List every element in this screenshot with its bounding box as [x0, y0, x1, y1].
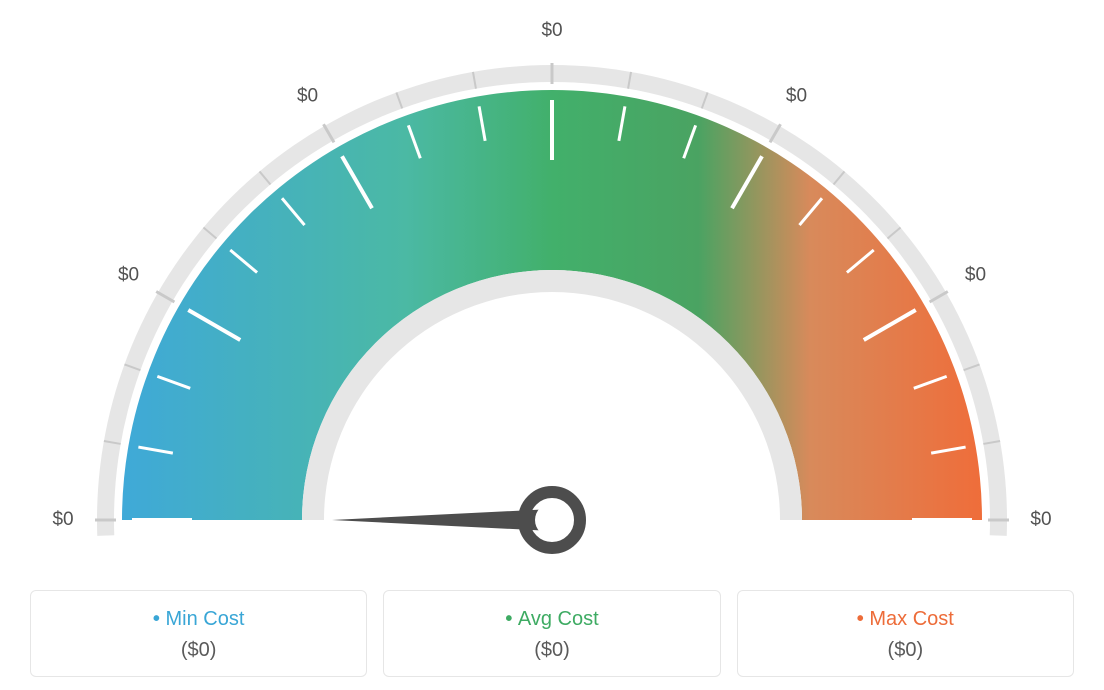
tick-label: $0	[52, 509, 73, 530]
legend-value: ($0)	[31, 639, 366, 662]
tick-label: $0	[965, 265, 986, 286]
legend-label: Max Cost	[738, 603, 1073, 635]
tick-label: $0	[786, 86, 807, 107]
tick-label: $0	[541, 20, 562, 41]
tick-label: $0	[297, 86, 318, 107]
legend-card: Max Cost ($0)	[737, 590, 1074, 677]
legend-label: Avg Cost	[384, 603, 719, 635]
legend-row: Min Cost ($0) Avg Cost ($0) Max Cost ($0)	[0, 590, 1104, 687]
tick-label: $0	[118, 265, 139, 286]
gauge-chart: $0 $0 $0 $0 $0 $0 $0	[2, 10, 1102, 570]
legend-card: Avg Cost ($0)	[383, 590, 720, 677]
legend-label: Min Cost	[31, 603, 366, 635]
legend-card: Min Cost ($0)	[30, 590, 367, 677]
cost-gauge-container: $0$0$0$0$0$0$0 Min Cost($0)Avg Cost($0)M…	[0, 0, 1104, 690]
legend-value: ($0)	[738, 639, 1073, 662]
needle-hub-inner	[535, 503, 569, 537]
tick-label: $0	[1030, 509, 1051, 530]
legend-value: ($0)	[384, 639, 719, 662]
